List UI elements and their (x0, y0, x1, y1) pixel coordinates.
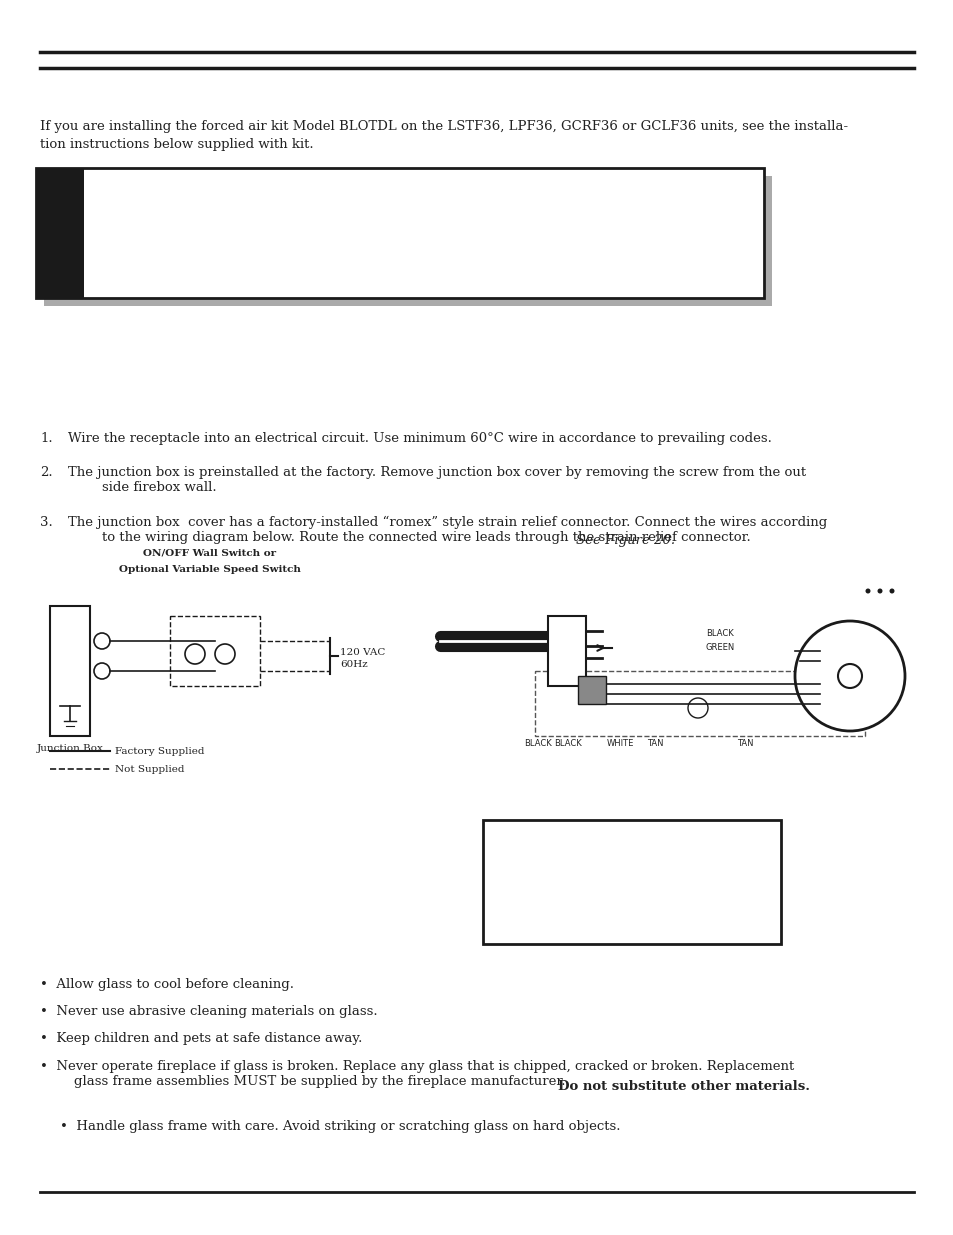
Circle shape (888, 589, 894, 594)
Bar (547, 616, 585, 685)
Circle shape (877, 589, 882, 594)
Bar (170, 616, 260, 685)
Text: •  Handle glass frame with care. Avoid striking or scratching glass on hard obje: • Handle glass frame with care. Avoid st… (60, 1120, 619, 1132)
Bar (44, 177, 771, 306)
Text: •  Never operate fireplace if glass is broken. Replace any glass that is chipped: • Never operate fireplace if glass is br… (40, 1060, 794, 1088)
Text: Optional Variable Speed Switch: Optional Variable Speed Switch (119, 564, 300, 574)
Text: 2.: 2. (40, 466, 52, 479)
Text: Junction Box: Junction Box (36, 743, 103, 753)
Bar (50, 606, 90, 736)
Text: BLACK: BLACK (554, 740, 581, 748)
Circle shape (794, 621, 904, 731)
Bar (578, 676, 605, 704)
Text: Wire the receptacle into an electrical circuit. Use minimum 60°C wire in accorda: Wire the receptacle into an electrical c… (68, 432, 771, 445)
Text: BLACK: BLACK (523, 740, 551, 748)
Text: The junction box  cover has a factory-installed “romex” style strain relief conn: The junction box cover has a factory-ins… (68, 516, 826, 545)
Bar (535, 671, 864, 736)
Text: 3.: 3. (40, 516, 52, 529)
Bar (482, 820, 781, 944)
Circle shape (837, 664, 862, 688)
Bar (36, 168, 763, 298)
Text: WHITE: WHITE (606, 740, 633, 748)
Circle shape (864, 589, 869, 594)
Text: See Figure 20.: See Figure 20. (576, 534, 675, 547)
Text: 120 VAC: 120 VAC (339, 648, 385, 657)
Text: 60Hz: 60Hz (339, 659, 367, 669)
Text: ON/OFF Wall Switch or: ON/OFF Wall Switch or (143, 550, 276, 558)
Text: TAN: TAN (646, 740, 662, 748)
Text: Factory Supplied: Factory Supplied (115, 746, 204, 756)
Text: Not Supplied: Not Supplied (115, 764, 184, 773)
Bar (36, 168, 84, 298)
Text: TAN: TAN (736, 740, 753, 748)
Text: •  Keep children and pets at safe distance away.: • Keep children and pets at safe distanc… (40, 1032, 362, 1045)
Text: BLACK: BLACK (705, 630, 733, 638)
Text: GREEN: GREEN (704, 643, 734, 652)
Text: •  Allow glass to cool before cleaning.: • Allow glass to cool before cleaning. (40, 978, 294, 990)
Text: The junction box is preinstalled at the factory. Remove junction box cover by re: The junction box is preinstalled at the … (68, 466, 805, 494)
Text: Do not substitute other materials.: Do not substitute other materials. (558, 1079, 809, 1093)
Text: •  Never use abrasive cleaning materials on glass.: • Never use abrasive cleaning materials … (40, 1005, 377, 1018)
Text: If you are installing the forced air kit Model BLOTDL on the LSTF36, LPF36, GCRF: If you are installing the forced air kit… (40, 120, 847, 151)
Text: 1.: 1. (40, 432, 52, 445)
